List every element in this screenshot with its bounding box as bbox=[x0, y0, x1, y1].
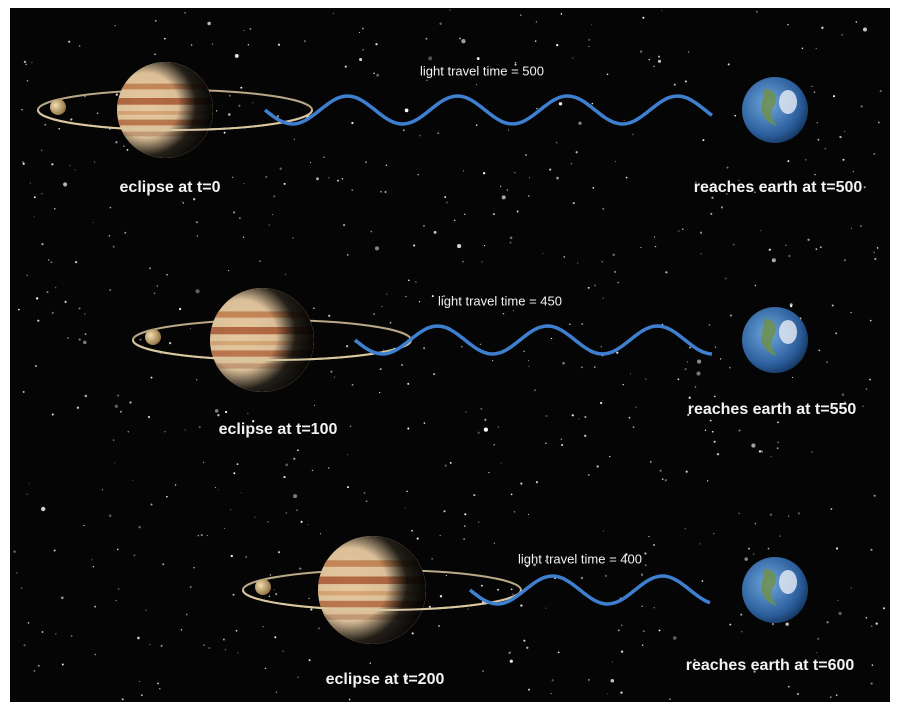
earth bbox=[742, 77, 808, 143]
moon bbox=[145, 329, 161, 345]
eclipse-label: eclipse at t=200 bbox=[326, 671, 445, 688]
jupiter-shadow bbox=[117, 62, 213, 158]
earth-cloud bbox=[779, 90, 797, 114]
earth bbox=[742, 557, 808, 623]
moon bbox=[255, 579, 271, 595]
earth-cloud bbox=[779, 320, 797, 344]
jupiter bbox=[210, 288, 314, 392]
jupiter bbox=[318, 536, 426, 644]
moon bbox=[50, 99, 66, 115]
travel-time-label: light travel time = 450 bbox=[438, 293, 562, 308]
earth bbox=[742, 307, 808, 373]
eclipse-label: eclipse at t=0 bbox=[120, 179, 221, 196]
arrival-label: reaches earth at t=600 bbox=[686, 657, 855, 674]
travel-time-label: light travel time = 400 bbox=[518, 551, 642, 566]
earth-cloud bbox=[779, 570, 797, 594]
page: {"rows": [ {"travel_label": "light trave… bbox=[0, 0, 898, 710]
arrival-label: reaches earth at t=550 bbox=[688, 401, 857, 418]
travel-time-label: light travel time = 500 bbox=[420, 63, 544, 78]
jupiter bbox=[117, 62, 213, 158]
diagram: light travel time = 500 eclipse at t=0 rea… bbox=[0, 0, 898, 710]
jupiter-shadow bbox=[318, 536, 426, 644]
jupiter-shadow bbox=[210, 288, 314, 392]
arrival-label: reaches earth at t=500 bbox=[694, 179, 863, 196]
eclipse-label: eclipse at t=100 bbox=[219, 421, 338, 438]
